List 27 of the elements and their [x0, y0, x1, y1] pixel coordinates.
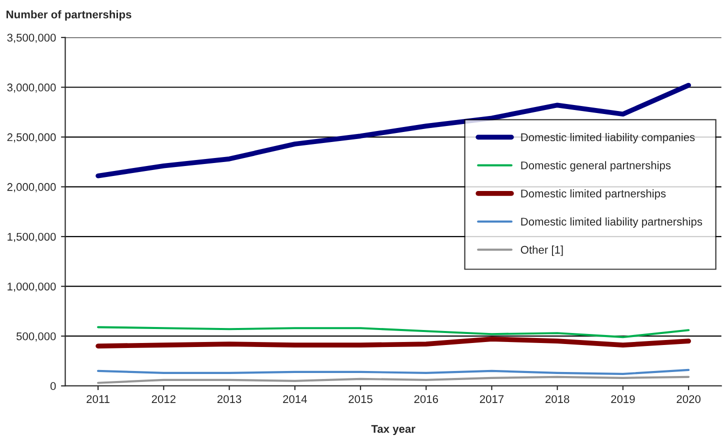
- x-tick-label: 2017: [480, 395, 504, 404]
- legend-label: Domestic general partnerships: [521, 161, 671, 172]
- legend-label: Domestic limited liability companies: [521, 133, 695, 144]
- x-tick-label: 2012: [152, 395, 176, 404]
- line-series: [96, 336, 691, 348]
- x-axis-title: Tax year: [371, 425, 416, 436]
- y-tick-label: 1,000,000: [8, 282, 56, 292]
- x-tick-label: 2014: [283, 395, 307, 404]
- y-tick-label: 3,000,000: [7, 84, 56, 93]
- x-tick-label: 2016: [414, 395, 438, 404]
- y-tick-label: 0: [50, 382, 56, 390]
- legend-label: Domestic limited partnerships: [521, 189, 666, 200]
- y-tick-label: 3,500,000: [7, 34, 56, 43]
- x-tick-label: 2013: [217, 395, 242, 404]
- y-axis-title: Number of partnerships: [6, 10, 132, 21]
- x-tick-label: 2020: [676, 395, 700, 404]
- y-tick-label: 2,000,000: [7, 183, 56, 192]
- x-tick-label: 2015: [348, 395, 372, 404]
- x-tick-label: 2019: [611, 395, 635, 404]
- y-tick-label: 2,500,000: [7, 133, 56, 142]
- line-series: [97, 326, 690, 338]
- legend-label: Domestic limited liability partnerships: [521, 217, 702, 228]
- x-tick-label: 2018: [546, 395, 570, 404]
- legend-label: Other [1]: [520, 246, 563, 256]
- y-tick-label: 500,000: [16, 332, 56, 342]
- y-tick-label: 1,500,000: [8, 232, 56, 242]
- x-tick-label: 2011: [86, 395, 110, 404]
